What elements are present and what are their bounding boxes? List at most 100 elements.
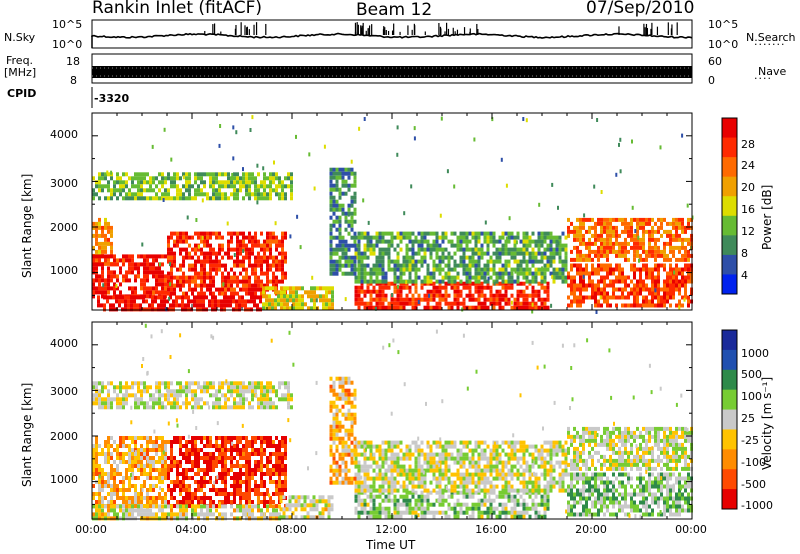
power-cell bbox=[233, 231, 236, 236]
power-cell bbox=[684, 279, 687, 284]
power-cell bbox=[648, 287, 651, 292]
power-cell bbox=[176, 196, 179, 201]
power-cell bbox=[209, 235, 212, 240]
power-cell bbox=[363, 301, 367, 306]
power-cell bbox=[95, 254, 98, 259]
power-cell bbox=[112, 307, 115, 312]
power-cell bbox=[127, 307, 130, 312]
power-cell bbox=[408, 275, 412, 280]
velocity-cell bbox=[221, 468, 224, 472]
power-cell bbox=[116, 188, 119, 193]
power-cell bbox=[474, 275, 478, 280]
velocity-cell bbox=[182, 496, 185, 500]
power-cell bbox=[435, 301, 439, 306]
velocity-cell bbox=[272, 464, 275, 468]
power-cell bbox=[98, 290, 101, 295]
power-cell bbox=[636, 225, 639, 230]
velocity-cell bbox=[215, 464, 218, 468]
velocity-cell bbox=[393, 452, 397, 457]
power-cell bbox=[429, 247, 433, 252]
velocity-cell bbox=[378, 514, 382, 519]
power-cell bbox=[492, 297, 496, 302]
power-cell bbox=[441, 247, 445, 252]
velocity-cell bbox=[134, 436, 137, 440]
power-cell bbox=[242, 243, 245, 248]
power-scatter-cell bbox=[673, 270, 676, 275]
power-colorbar-swatch bbox=[722, 254, 737, 275]
power-cell bbox=[137, 188, 140, 193]
power-cell bbox=[357, 279, 361, 284]
power-cell bbox=[519, 247, 523, 252]
power-cell bbox=[420, 279, 424, 284]
power-cell bbox=[245, 279, 248, 284]
velocity-cell bbox=[281, 484, 284, 488]
power-cell bbox=[200, 176, 203, 181]
power-cell bbox=[585, 287, 588, 292]
power-cell bbox=[633, 245, 636, 250]
power-cell bbox=[450, 239, 454, 244]
velocity-cell bbox=[182, 472, 185, 476]
power-cell bbox=[251, 235, 254, 240]
power-cell bbox=[341, 235, 345, 240]
power-cell bbox=[432, 271, 436, 276]
power-scatter-cell bbox=[505, 183, 508, 188]
velocity-cell bbox=[390, 440, 394, 445]
power-cell bbox=[609, 271, 612, 276]
power-cell bbox=[684, 257, 687, 262]
power-cell bbox=[200, 188, 203, 193]
velocity-cell bbox=[95, 516, 98, 521]
power-cell bbox=[146, 172, 149, 177]
power-cell bbox=[194, 271, 197, 276]
power-cell bbox=[146, 294, 149, 299]
power-cell bbox=[360, 231, 364, 236]
power-cell bbox=[218, 172, 221, 177]
power-cell bbox=[167, 287, 170, 292]
power-cell bbox=[136, 307, 139, 312]
power-cell bbox=[489, 267, 493, 272]
velocity-cell bbox=[369, 448, 373, 453]
power-cell bbox=[570, 257, 573, 262]
power-cell bbox=[480, 293, 484, 298]
velocity-cell bbox=[215, 444, 218, 448]
power-cell bbox=[663, 291, 666, 296]
velocity-cell bbox=[170, 468, 173, 472]
power-cell bbox=[176, 184, 179, 189]
power-cell bbox=[606, 225, 609, 230]
power-cell bbox=[257, 196, 260, 201]
power-cell bbox=[292, 306, 295, 311]
power-cell bbox=[474, 259, 478, 264]
power-cell bbox=[173, 239, 176, 244]
power-cell bbox=[350, 215, 354, 220]
power-cell bbox=[107, 290, 110, 295]
power-cell bbox=[546, 267, 550, 272]
power-cell bbox=[585, 245, 588, 250]
velocity-cell bbox=[519, 502, 523, 507]
velocity-cell bbox=[140, 448, 143, 452]
velocity-cell bbox=[248, 484, 251, 488]
power-cell bbox=[456, 239, 460, 244]
power-cell bbox=[335, 183, 339, 188]
power-cell bbox=[98, 184, 101, 189]
power-cell bbox=[119, 188, 122, 193]
power-cell bbox=[184, 295, 187, 300]
power-cell bbox=[209, 176, 212, 181]
power-cell bbox=[239, 231, 242, 236]
power-scatter-cell bbox=[232, 125, 235, 130]
power-cell bbox=[399, 297, 403, 302]
velocity-cell bbox=[236, 492, 239, 496]
power-scatter-cell bbox=[289, 234, 292, 239]
power-scatter-cell bbox=[367, 235, 370, 240]
power-cell bbox=[369, 281, 373, 286]
power-cell bbox=[645, 271, 648, 276]
power-cell bbox=[606, 233, 609, 238]
power-cell bbox=[269, 255, 272, 260]
velocity-cell bbox=[477, 510, 481, 515]
power-cell bbox=[209, 247, 212, 252]
power-cell bbox=[567, 275, 570, 280]
power-cell bbox=[585, 295, 588, 300]
power-cell bbox=[564, 255, 568, 260]
power-cell bbox=[561, 271, 565, 276]
velocity-cell bbox=[152, 476, 155, 480]
power-cell bbox=[666, 291, 669, 296]
power-cell bbox=[549, 247, 553, 252]
